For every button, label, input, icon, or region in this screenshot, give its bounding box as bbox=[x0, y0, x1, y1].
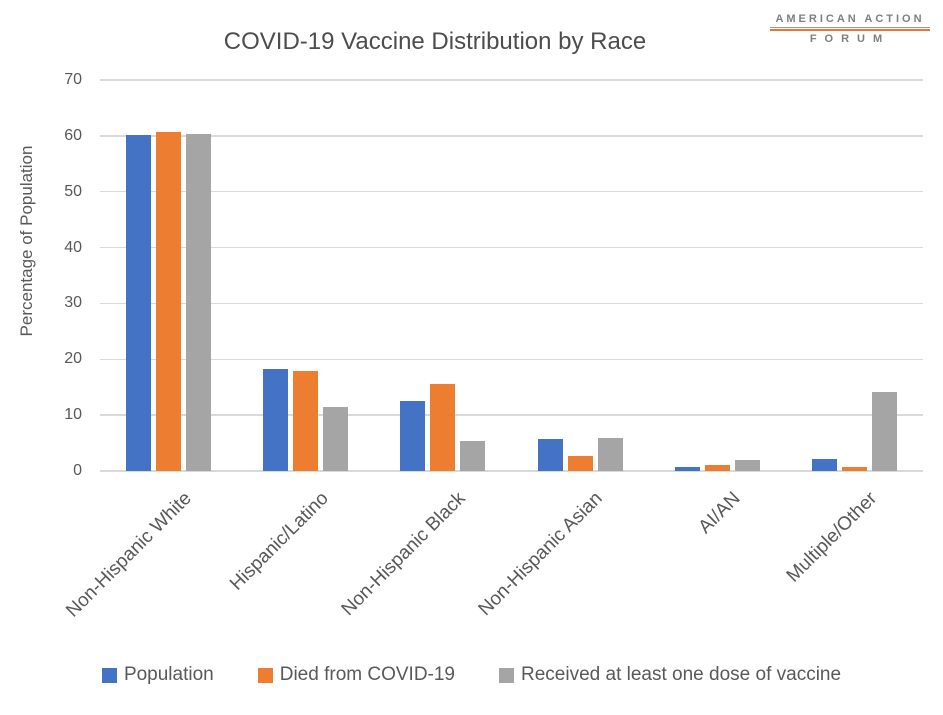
bar-received-at-least-one-dose-of-vaccine-non-hispanic-white bbox=[186, 133, 212, 471]
legend: Population Died from COVID-19 Received at … bbox=[0, 664, 943, 686]
bar-died-from-covid-19-non-hispanic-white bbox=[156, 131, 182, 471]
x-label-non-hispanic-black: Non-Hispanic Black bbox=[337, 488, 470, 621]
bar-received-at-least-one-dose-of-vaccine-multiple-other bbox=[871, 391, 897, 471]
bar-population-ai-an bbox=[674, 467, 700, 471]
bar-died-from-covid-19-hispanic-latino bbox=[293, 371, 319, 471]
bar-population-hispanic-latino bbox=[263, 369, 289, 471]
x-label-non-hispanic-asian: Non-Hispanic Asian bbox=[474, 488, 607, 621]
y-tick-label-60: 60 bbox=[64, 126, 82, 144]
bar-groups bbox=[100, 80, 923, 471]
logo-text-american-action: AMERICAN ACTION bbox=[770, 13, 930, 28]
x-label-ai-an: AI/AN bbox=[694, 488, 745, 538]
bar-group-multiple-other bbox=[786, 80, 923, 471]
bar-received-at-least-one-dose-of-vaccine-ai-an bbox=[734, 459, 760, 471]
gridline-70 bbox=[100, 79, 923, 81]
y-tick-label-30: 30 bbox=[64, 294, 82, 312]
bar-received-at-least-one-dose-of-vaccine-non-hispanic-black bbox=[460, 441, 486, 471]
x-axis-line bbox=[100, 470, 923, 472]
x-label-multiple-other: Multiple/Other bbox=[782, 488, 882, 587]
bar-received-at-least-one-dose-of-vaccine-hispanic-latino bbox=[323, 407, 349, 471]
legend-item-population: Population bbox=[101, 664, 214, 686]
y-tick-label-70: 70 bbox=[64, 71, 82, 88]
y-tick-label-0: 0 bbox=[73, 462, 82, 479]
x-label-non-hispanic-white: Non-Hispanic White bbox=[61, 488, 196, 622]
y-tick-label-10: 10 bbox=[64, 406, 82, 424]
bar-population-non-hispanic-black bbox=[400, 401, 426, 471]
bar-died-from-covid-19-non-hispanic-black bbox=[430, 384, 456, 471]
chart-title: COVID-19 Vaccine Distribution by Race bbox=[223, 28, 647, 55]
bar-group-non-hispanic-black bbox=[374, 80, 511, 471]
plot-area bbox=[100, 79, 923, 472]
bar-group-hispanic-latino bbox=[237, 80, 374, 471]
x-label-hispanic-latino: Hispanic/Latino bbox=[225, 488, 333, 595]
legend-item-died-from-covid-19: Died from COVID-19 bbox=[257, 664, 456, 686]
gridline-50 bbox=[100, 190, 923, 193]
bar-population-non-hispanic-asian bbox=[537, 439, 563, 471]
bar-died-from-covid-19-multiple-other bbox=[841, 467, 867, 471]
gridline-10 bbox=[100, 414, 923, 416]
bar-died-from-covid-19-ai-an bbox=[704, 464, 730, 471]
bar-received-at-least-one-dose-of-vaccine-non-hispanic-asian bbox=[597, 438, 623, 471]
y-tick-label-40: 40 bbox=[64, 238, 82, 256]
y-tick-label-50: 50 bbox=[64, 182, 82, 200]
y-tick-label-20: 20 bbox=[64, 350, 82, 368]
bar-population-multiple-other bbox=[811, 458, 837, 471]
legend-swatch-received-at-least-one-dose-of-vaccine bbox=[499, 667, 515, 683]
legend-swatch-died-from-covid-19 bbox=[257, 667, 273, 683]
legend-label-received-at-least-one-dose-of-vaccine: Received at least one dose of vaccine bbox=[521, 664, 842, 685]
logo-orange-rule bbox=[770, 29, 930, 31]
gridline-30 bbox=[100, 302, 923, 305]
bar-group-ai-an bbox=[649, 80, 786, 471]
legend-label-population: Population bbox=[123, 664, 214, 685]
bar-population-non-hispanic-white bbox=[126, 135, 152, 471]
logo-text-forum: FORUM bbox=[809, 33, 891, 45]
bar-group-non-hispanic-white bbox=[100, 80, 237, 471]
gridline-60 bbox=[100, 135, 923, 137]
gridline-40 bbox=[100, 246, 923, 249]
legend-item-received-at-least-one-dose-of-vaccine: Received at least one dose of vaccine bbox=[499, 664, 841, 686]
bar-died-from-covid-19-non-hispanic-asian bbox=[567, 455, 593, 471]
gridline-20 bbox=[100, 358, 923, 361]
y-axis-title: Percentage of Population bbox=[17, 145, 36, 337]
legend-label-died-from-covid-19: Died from COVID-19 bbox=[279, 664, 456, 685]
legend-swatch-population bbox=[101, 667, 117, 683]
bar-group-non-hispanic-asian bbox=[512, 80, 649, 471]
american-action-forum-logo: AMERICAN ACTION FORUM bbox=[770, 13, 930, 45]
